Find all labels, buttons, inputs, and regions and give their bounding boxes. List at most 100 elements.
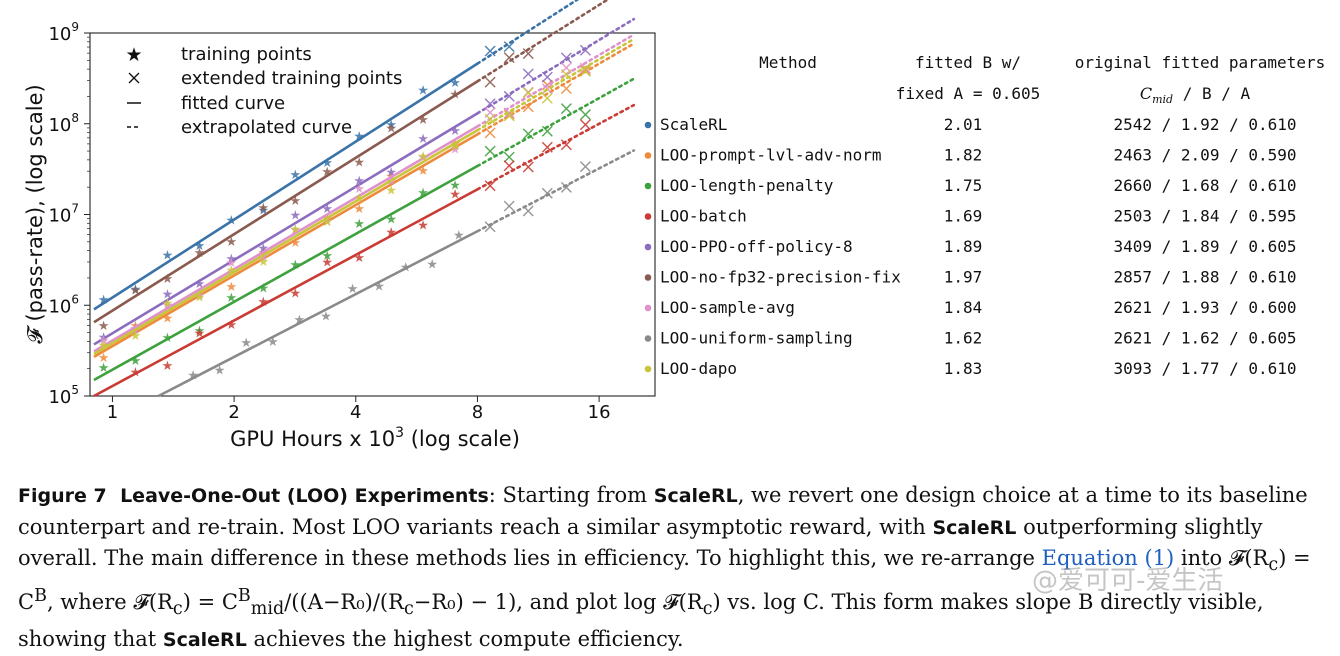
training-point-star: ★ [385,183,397,198]
training-point-star: ★ [194,288,206,303]
table-row-color-dot [644,121,652,129]
cross-stroke [560,181,572,193]
extended-point-cross [484,180,496,192]
training-point-star: ★ [98,333,110,348]
extended-point-cross [579,64,591,76]
training-point-star: ★ [449,124,461,139]
table-header-fitted-1: fitted B w/ [915,53,1021,72]
training-point-star: ★ [449,76,461,91]
table-row-fitted-b: 1.82 [944,146,983,165]
caption-sub: mid [250,598,285,619]
table-row-method: LOO-batch [660,207,747,226]
table-row-original: 2857 / 1.88 / 0.610 [1113,268,1296,287]
cross-stroke [503,110,515,122]
training-point-star: ★ [226,263,238,278]
cross-stroke [522,48,534,60]
training-point-star: ★ [289,223,301,238]
training-point-star: ★ [194,277,206,292]
table-row-fitted-b: 1.75 [944,176,983,195]
extended-point-cross [484,221,496,233]
legend-cross-icon [128,72,140,84]
training-point-star: ★ [417,186,429,201]
table-row-original: 2503 / 1.84 / 0.595 [1113,207,1296,226]
training-point-star: ★ [417,113,429,128]
y-tick-label: 109 [48,20,79,45]
cross-stroke [484,98,496,110]
training-point-star: ★ [353,174,365,189]
legend: ★ training points extended training poin… [125,44,402,138]
legend-label-extrapolated: extrapolated curve [181,117,352,138]
legend-label-extended: extended training points [181,68,402,89]
extended-point-cross [541,92,553,104]
extended-point-cross [541,187,553,199]
extended-point-cross [484,113,496,125]
training-point-star: ★ [449,139,461,154]
table-row-method: LOO-sample-avg [660,298,795,317]
training-point-star: ★ [130,284,142,299]
x-tick-label: 2 [228,402,239,423]
caption-text: , we revert one design choice at a time … [18,483,1308,539]
training-point-star: ★ [289,208,301,223]
training-point-star: ★ [320,309,332,324]
cross-stroke [560,83,572,95]
caption-sup: B [237,585,251,606]
training-point-star: ★ [417,84,429,99]
training-point-star: ★ [162,331,174,346]
extended-point-cross [560,103,572,115]
cross-stroke [484,113,496,125]
extrapolated-curve [476,42,636,136]
training-point-star: ★ [226,291,238,306]
fitted-curve [93,188,479,398]
training-point-star: ★ [353,202,365,217]
training-point-star: ★ [226,235,238,250]
training-point-star: ★ [321,156,333,171]
table-row-method: LOO-PPO-off-policy-8 [660,237,853,256]
extended-point-cross [541,141,553,153]
equation-link[interactable]: Equation (1) [1041,546,1175,570]
cross-stroke [503,200,515,212]
y-tick-label: 107 [48,202,79,227]
training-point-star: ★ [257,255,269,270]
cross-stroke [560,139,572,151]
fitted-curve [93,164,479,382]
extended-point-cross [579,44,591,56]
extrapolated-curve [476,37,636,132]
caption-text: , where 𝓕(R [46,589,173,614]
training-point-star: ★ [353,130,365,145]
training-point-star: ★ [98,339,110,354]
caption-text: ) vs. log C. This form makes slope B dir… [712,589,1182,614]
table-row-method: LOO-uniform-sampling [660,329,853,348]
caption-text: achieves the highest compute efficiency. [246,627,684,652]
training-point-star: ★ [194,291,206,306]
training-point-star: ★ [98,293,110,308]
training-point-star: ★ [321,214,333,229]
training-point-star: ★ [194,246,206,261]
training-point-star: ★ [130,354,142,369]
cross-stroke [522,161,534,173]
series-loo-length-penalty: ★ ★★ ★★★★★★ ★★ ★ [93,77,636,382]
training-point-star: ★ [417,132,429,147]
training-point-star: ★ [267,335,279,350]
cross-stroke [484,76,496,88]
extrapolated-curve [476,149,636,233]
table-row-method: LOO-length-penalty [660,176,834,195]
cross-stroke [560,103,572,115]
extended-point-cross [579,119,591,131]
training-point-star: ★ [98,351,110,366]
table-row-color-dot [644,182,652,190]
chart-figure: ★★★★★★★★★★★★★★★★★★★★ ★★ ★★★★★★ ★★ ★★ ★★★★★★ ★★… [23,0,1325,451]
training-point-star: ★ [353,182,365,197]
training-point-star: ★ [130,283,142,298]
fitted-curve [93,129,479,356]
training-point-star: ★ [257,201,269,216]
extended-point-cross [560,181,572,193]
training-point-star: ★ [226,318,238,333]
training-point-star: ★ [449,188,461,203]
x-axis-label: GPU Hours x 103 (log scale) [230,425,520,451]
series-loo-ppo-off-policy-8: ★★★★★★★★★★★★ [93,17,636,346]
table-rows: ScaleRL 2.01 2542 / 1.92 / 0.610 LOO-prompt… [644,115,1297,378]
training-point-star: ★ [194,239,206,254]
cross-stroke [522,128,534,140]
table-row-method: LOO-dapo [660,359,737,378]
cross-stroke [484,145,496,157]
